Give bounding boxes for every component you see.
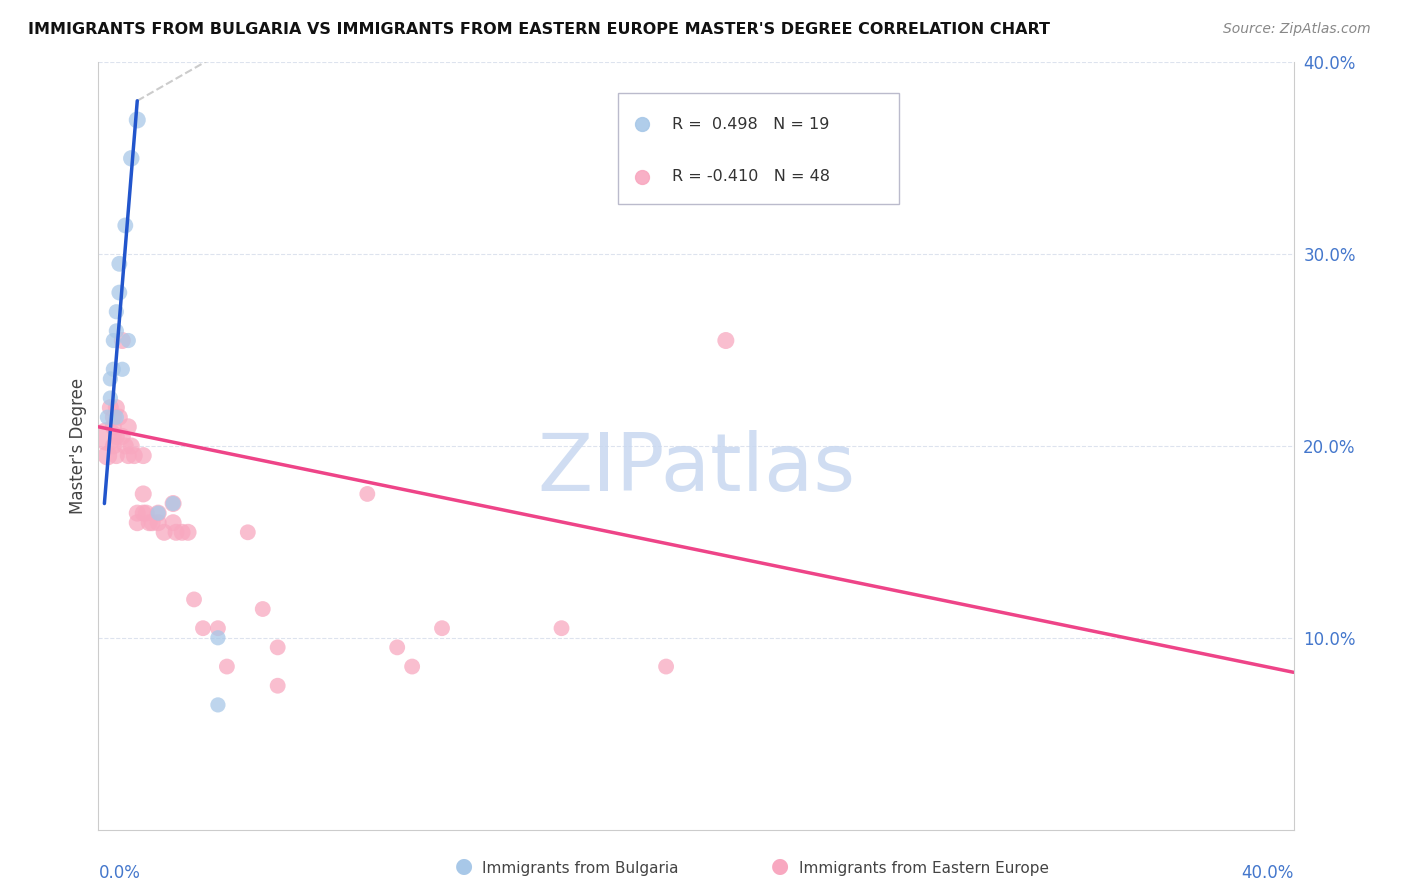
Point: [132, 506, 155, 520]
Point: [117, 420, 139, 434]
Point: [191, 621, 214, 635]
Point: [117, 449, 139, 463]
Point: [117, 334, 139, 348]
Point: [127, 506, 149, 520]
Point: [207, 621, 229, 635]
FancyBboxPatch shape: [619, 93, 900, 204]
Text: ●: ●: [456, 856, 472, 876]
Point: [141, 516, 163, 530]
Point: [103, 410, 125, 425]
Point: [105, 410, 128, 425]
Point: [135, 506, 157, 520]
Point: [108, 410, 131, 425]
Text: Immigrants from Bulgaria: Immigrants from Bulgaria: [482, 861, 679, 876]
Text: 0.0%: 0.0%: [98, 864, 141, 882]
Point: [162, 516, 184, 530]
Point: [103, 420, 125, 434]
Point: [162, 496, 184, 510]
Point: [111, 334, 134, 348]
Point: [98, 391, 122, 405]
Text: ●: ●: [772, 856, 789, 876]
Point: [132, 449, 155, 463]
Point: [267, 640, 290, 655]
Point: [108, 285, 131, 300]
Point: [153, 525, 176, 540]
Point: [207, 698, 229, 712]
Point: [127, 516, 149, 530]
Text: IMMIGRANTS FROM BULGARIA VS IMMIGRANTS FROM EASTERN EUROPE MASTER'S DEGREE CORRE: IMMIGRANTS FROM BULGARIA VS IMMIGRANTS F…: [28, 22, 1050, 37]
Text: 40.0%: 40.0%: [1241, 864, 1294, 882]
Point: [177, 525, 200, 540]
Point: [401, 659, 423, 673]
Point: [127, 113, 149, 128]
Y-axis label: Master's Degree: Master's Degree: [69, 378, 87, 514]
Point: [236, 525, 259, 540]
Point: [430, 621, 453, 635]
Text: R = -0.410   N = 48: R = -0.410 N = 48: [672, 169, 830, 184]
Point: [108, 257, 131, 271]
Point: [98, 372, 122, 386]
Point: [105, 449, 128, 463]
Point: [96, 449, 118, 463]
Point: [120, 152, 142, 166]
Point: [162, 496, 184, 510]
Point: [550, 621, 572, 635]
Point: [215, 659, 238, 673]
Point: [183, 592, 205, 607]
Text: Immigrants from Eastern Europe: Immigrants from Eastern Europe: [799, 861, 1049, 876]
Point: [138, 516, 160, 530]
Point: [385, 640, 409, 655]
Text: ZIPatlas: ZIPatlas: [537, 430, 855, 508]
Point: [148, 506, 170, 520]
Point: [105, 401, 128, 415]
Point: [105, 324, 128, 338]
Point: [356, 487, 378, 501]
Point: [96, 410, 118, 425]
Point: [714, 334, 737, 348]
Point: [96, 429, 118, 443]
Point: [120, 439, 142, 453]
Point: [148, 506, 170, 520]
Point: [124, 449, 146, 463]
Point: [114, 219, 136, 233]
Point: [103, 334, 125, 348]
Point: [655, 659, 678, 673]
Point: [207, 631, 229, 645]
Text: R =  0.498   N = 19: R = 0.498 N = 19: [672, 117, 830, 132]
Point: [98, 401, 122, 415]
Point: [105, 305, 128, 319]
Point: [267, 679, 290, 693]
Point: [105, 429, 128, 443]
Point: [111, 429, 134, 443]
Point: [165, 525, 187, 540]
Point: [111, 362, 134, 376]
Point: [132, 487, 155, 501]
Point: [148, 516, 170, 530]
Text: Source: ZipAtlas.com: Source: ZipAtlas.com: [1223, 22, 1371, 37]
Point: [114, 439, 136, 453]
Point: [103, 439, 125, 453]
Point: [103, 362, 125, 376]
Point: [172, 525, 194, 540]
Point: [252, 602, 274, 616]
